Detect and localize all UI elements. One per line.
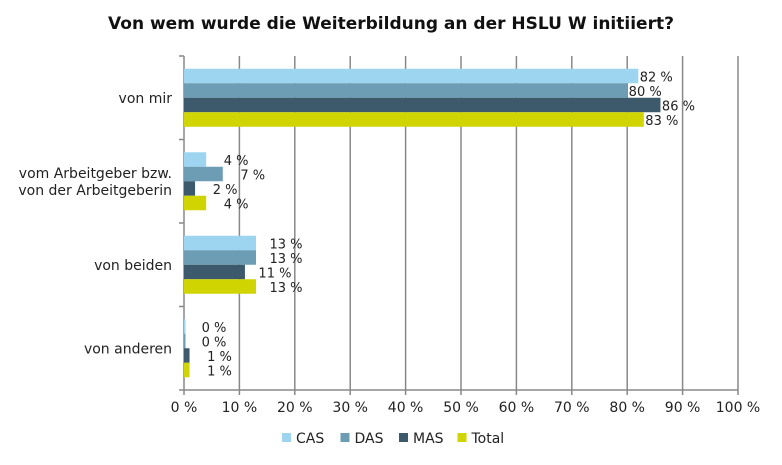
x-tick-label: 20 % xyxy=(277,400,313,416)
legend-swatch-mas xyxy=(399,433,408,442)
data-label: 0 % xyxy=(202,335,227,350)
bar-das xyxy=(184,333,186,349)
x-tick-label: 50 % xyxy=(443,400,479,416)
data-label: 1 % xyxy=(207,364,232,379)
x-tick-label: 40 % xyxy=(388,400,424,416)
data-label: 0 % xyxy=(202,321,227,336)
legend-swatch-das xyxy=(340,433,350,442)
category-label: von mir xyxy=(119,91,173,107)
legend-swatch-cas xyxy=(282,433,291,442)
bar-cas xyxy=(184,68,639,84)
bar-total xyxy=(184,195,207,211)
legend-label: DAS xyxy=(355,431,384,447)
x-tick-label: 0 % xyxy=(171,400,198,416)
data-label: 13 % xyxy=(270,281,303,296)
data-label: 4 % xyxy=(224,154,249,169)
legend-label: MAS xyxy=(413,431,444,447)
legend-swatch-total xyxy=(457,433,467,442)
x-tick-label: 30 % xyxy=(332,400,368,416)
bar-cas xyxy=(184,152,207,167)
x-tick-label: 100 % xyxy=(716,400,760,416)
data-label: 13 % xyxy=(270,237,303,252)
data-label: 1 % xyxy=(207,350,232,365)
x-tick-label: 60 % xyxy=(499,400,535,416)
data-label: 11 % xyxy=(258,266,291,281)
bar-total xyxy=(184,362,190,378)
bar-das xyxy=(184,250,257,265)
legend-label: CAS xyxy=(296,431,324,447)
bar-mas xyxy=(184,181,196,196)
x-tick-label: 90 % xyxy=(665,400,701,416)
data-label: 86 % xyxy=(662,99,695,114)
data-label: 2 % xyxy=(213,183,238,198)
category-label: vom Arbeitgeber bzw. xyxy=(19,166,172,182)
data-label: 7 % xyxy=(240,168,265,183)
bar-das xyxy=(184,166,223,182)
category-label: von anderen xyxy=(84,341,172,357)
x-tick-label: 10 % xyxy=(222,400,258,416)
category-label: von der Arbeitgeberin xyxy=(18,183,172,199)
bar-total xyxy=(184,279,257,294)
bar-cas xyxy=(184,319,186,334)
legend-label: Total xyxy=(471,431,505,447)
chart-title: Von wem wurde die Weiterbildung an der H… xyxy=(108,14,674,34)
data-label: 80 % xyxy=(629,85,662,100)
bar-cas xyxy=(184,235,257,251)
x-tick-label: 80 % xyxy=(609,400,645,416)
bar-mas xyxy=(184,264,245,280)
category-label: von beiden xyxy=(94,258,172,274)
x-tick-label: 70 % xyxy=(554,400,590,416)
bar-total xyxy=(184,112,644,127)
bar-das xyxy=(184,83,628,98)
data-label: 83 % xyxy=(645,114,678,129)
data-label: 13 % xyxy=(270,252,303,267)
bar-mas xyxy=(184,97,661,113)
data-label: 82 % xyxy=(640,70,673,85)
bar-mas xyxy=(184,348,190,363)
data-label: 4 % xyxy=(224,197,249,212)
